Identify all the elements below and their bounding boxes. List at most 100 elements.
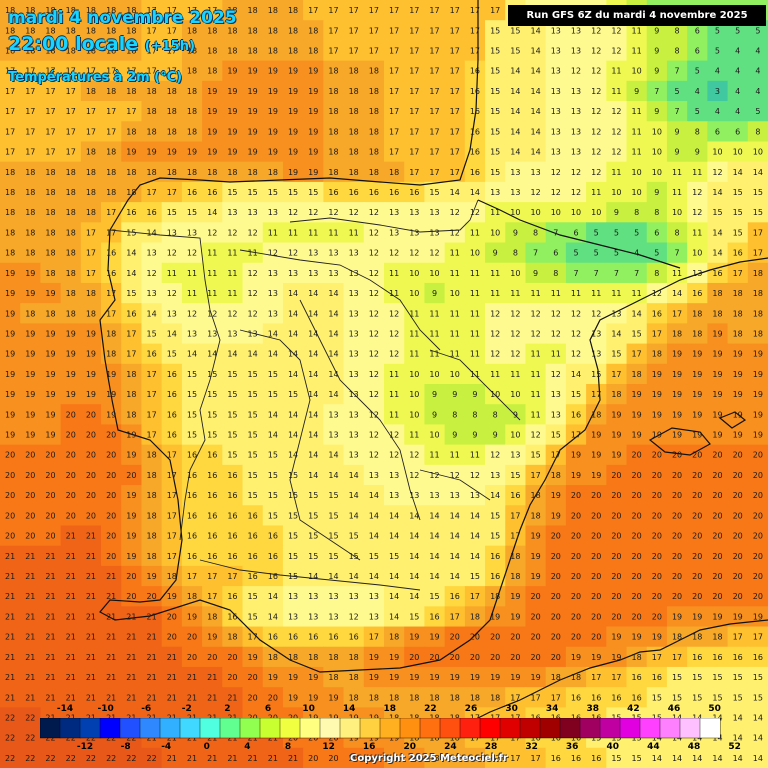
temperature-cell <box>666 606 688 628</box>
temperature-cell <box>141 747 163 768</box>
temperature-cell <box>141 161 163 183</box>
temperature-value: 11 <box>389 390 399 399</box>
temperature-cell <box>80 282 102 304</box>
temperature-cell <box>262 161 284 183</box>
temperature-cell <box>586 121 607 143</box>
temperature-cell <box>666 404 688 426</box>
temperature-cell <box>141 404 163 426</box>
temperature-cell <box>363 505 385 527</box>
temperature-cell <box>181 121 203 143</box>
temperature-cell <box>343 121 365 143</box>
temperature-cell <box>343 60 365 82</box>
legend-swatch <box>139 718 161 739</box>
temperature-value: 19 <box>308 107 318 116</box>
temperature-value: 18 <box>126 370 136 379</box>
temperature-value: 7 <box>553 228 558 237</box>
temperature-value: 18 <box>45 6 55 15</box>
temperature-cell <box>0 80 21 102</box>
temperature-value: 11 <box>551 289 561 298</box>
temperature-cell <box>262 363 284 385</box>
temperature-cell <box>727 707 749 729</box>
temperature-cell <box>606 666 628 688</box>
temperature-value: 18 <box>146 127 156 136</box>
temperature-value: 16 <box>328 633 338 642</box>
temperature-value: 20 <box>429 653 439 662</box>
temperature-value: 14 <box>530 87 540 96</box>
temperature-cell <box>202 586 223 607</box>
temperature-value: 16 <box>207 511 217 520</box>
temperature-value: 20 <box>652 471 662 480</box>
temperature-cell <box>303 303 324 324</box>
temperature-cell <box>40 60 62 82</box>
temperature-cell <box>606 60 628 82</box>
temperature-value: 21 <box>66 693 76 702</box>
temperature-value: 8 <box>675 26 680 35</box>
temperature-value: 18 <box>248 6 258 15</box>
temperature-cell <box>747 424 768 446</box>
temperature-value: 15 <box>712 208 722 217</box>
temperature-cell <box>727 202 749 223</box>
legend-swatch <box>159 718 181 739</box>
temperature-cell <box>626 121 648 143</box>
temperature-cell <box>444 646 466 668</box>
temperature-cell <box>545 424 567 446</box>
temperature-cell <box>121 666 143 688</box>
temperature-value: 14 <box>288 309 298 318</box>
temperature-value: 21 <box>86 653 96 662</box>
temperature-value: 19 <box>126 431 136 440</box>
temperature-cell <box>626 363 648 385</box>
temperature-cell <box>485 141 506 163</box>
temperature-value: 5 <box>654 249 659 258</box>
temperature-value: 19 <box>146 572 156 581</box>
temperature-cell <box>202 222 223 244</box>
temperature-value: 13 <box>328 612 338 621</box>
temperature-value: 13 <box>409 228 419 237</box>
temperature-value: 19 <box>86 390 96 399</box>
temperature-value: 18 <box>530 511 540 520</box>
temperature-cell <box>303 687 324 708</box>
temperature-cell <box>606 525 628 547</box>
temperature-value: 17 <box>25 107 35 116</box>
temperature-cell <box>161 161 183 183</box>
temperature-value: 19 <box>207 148 217 157</box>
temperature-value: 20 <box>551 532 561 541</box>
temperature-value: 20 <box>167 612 177 621</box>
temperature-cell <box>687 384 708 405</box>
temperature-cell <box>565 343 587 365</box>
temperature-value: 12 <box>692 188 702 197</box>
temperature-cell <box>666 545 688 567</box>
temperature-cell <box>384 666 405 688</box>
temperature-cell <box>323 121 345 143</box>
temperature-value: 17 <box>45 87 55 96</box>
temperature-value: 13 <box>551 390 561 399</box>
temperature-value: 18 <box>470 754 480 763</box>
temperature-value: 18 <box>167 87 177 96</box>
legend-bottom-label: 32 <box>525 742 538 752</box>
temperature-value: 19 <box>753 350 763 359</box>
temperature-value: 20 <box>652 532 662 541</box>
temperature-cell <box>161 747 183 768</box>
temperature-cell <box>80 586 102 607</box>
temperature-cell <box>646 303 668 324</box>
temperature-cell <box>262 404 284 426</box>
temperature-value: 19 <box>268 87 278 96</box>
temperature-value: 18 <box>733 289 743 298</box>
temperature-value: 21 <box>5 552 15 561</box>
temperature-cell <box>404 101 426 122</box>
temperature-value: 15 <box>308 552 318 561</box>
temperature-value: 11 <box>530 390 540 399</box>
temperature-cell <box>202 687 223 708</box>
temperature-cell <box>565 666 587 688</box>
temperature-cell <box>626 161 648 183</box>
temperature-value: 17 <box>450 107 460 116</box>
temperature-cell <box>80 404 102 426</box>
temperature-cell <box>505 646 527 668</box>
temperature-cell <box>545 545 567 567</box>
temperature-cell <box>323 303 345 324</box>
temperature-value: 15 <box>753 693 763 702</box>
temperature-cell <box>485 40 506 62</box>
temperature-cell <box>565 282 587 304</box>
temperature-cell <box>606 80 628 102</box>
temperature-cell <box>141 181 163 203</box>
temperature-value: 14 <box>167 329 177 338</box>
